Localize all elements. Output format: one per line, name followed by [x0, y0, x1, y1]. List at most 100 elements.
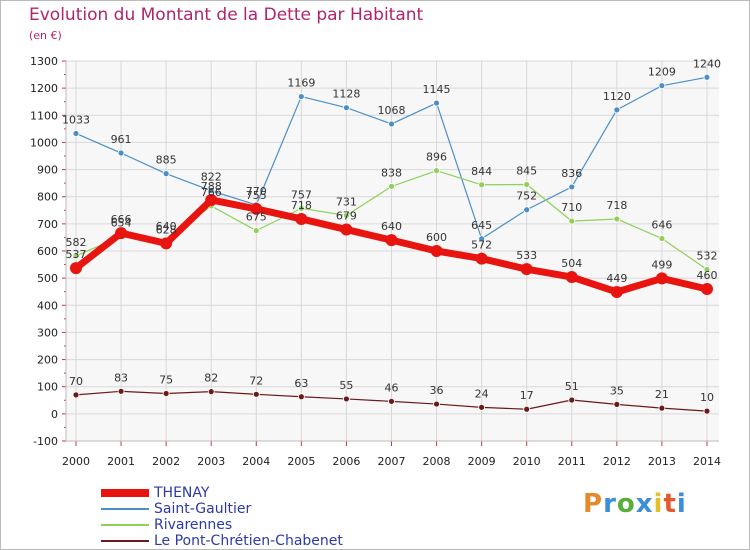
data-label: 21 — [655, 388, 669, 401]
data-label: 63 — [294, 377, 308, 390]
data-point — [252, 390, 260, 398]
data-label: 1120 — [603, 90, 631, 103]
data-point — [297, 393, 305, 401]
data-label: 532 — [696, 249, 717, 262]
data-point — [207, 187, 215, 195]
data-label: 757 — [291, 188, 312, 201]
data-label: 755 — [246, 189, 267, 202]
data-label: 961 — [111, 133, 132, 146]
data-point — [613, 215, 621, 223]
x-tick-label: 2008 — [423, 455, 451, 468]
x-tick-label: 2001 — [107, 455, 135, 468]
y-tick-label: 100 — [37, 381, 58, 394]
data-label: 896 — [426, 151, 447, 164]
legend-swatch — [101, 489, 149, 497]
data-point — [568, 217, 576, 225]
data-label: 17 — [520, 389, 534, 402]
data-label: 1209 — [648, 66, 676, 79]
y-tick-label: 900 — [37, 164, 58, 177]
data-label: 460 — [696, 269, 717, 282]
data-label: 844 — [471, 165, 492, 178]
data-label: 731 — [336, 195, 357, 208]
data-label: 533 — [516, 249, 537, 262]
data-label: 35 — [610, 384, 624, 397]
logo-letter: x — [635, 489, 654, 519]
data-label: 55 — [339, 379, 353, 392]
data-label: 75 — [159, 374, 173, 387]
data-label: 646 — [651, 219, 672, 232]
logo-letter: i — [653, 489, 664, 519]
data-label: 645 — [471, 219, 492, 232]
data-point — [207, 388, 215, 396]
data-point — [72, 130, 80, 137]
data-label: 36 — [430, 384, 444, 397]
data-label: 1128 — [332, 88, 360, 101]
x-tick-label: 2013 — [648, 455, 676, 468]
y-tick-label: 400 — [37, 299, 58, 312]
y-tick-label: 800 — [37, 191, 58, 204]
x-tick-label: 2007 — [377, 455, 405, 468]
logo-letter: t — [663, 489, 677, 519]
data-label: 449 — [606, 272, 627, 285]
data-point — [475, 252, 488, 265]
logo-letter: o — [616, 489, 636, 519]
y-tick-label: 1300 — [30, 55, 58, 68]
data-point — [610, 285, 623, 298]
data-point — [388, 397, 395, 405]
x-tick-label: 2012 — [603, 455, 631, 468]
x-tick-label: 2009 — [468, 455, 496, 468]
data-point — [162, 390, 170, 397]
y-tick-label: 500 — [37, 272, 58, 285]
data-point — [523, 206, 531, 214]
data-point — [115, 227, 128, 240]
x-tick-label: 2011 — [558, 455, 586, 468]
data-point — [568, 396, 576, 404]
page-title: Evolution du Montant de la Dette par Hab… — [29, 5, 424, 25]
data-label: 1068 — [377, 104, 405, 117]
data-label: 770 — [246, 185, 267, 198]
data-label: 72 — [249, 374, 263, 387]
data-point — [658, 404, 666, 412]
proxiti-logo: Proxiti — [583, 489, 687, 519]
data-point — [160, 237, 173, 250]
data-point — [205, 193, 218, 206]
y-tick-label: 1200 — [30, 82, 58, 95]
data-label: 82 — [204, 372, 218, 385]
data-point — [343, 104, 350, 112]
data-point — [72, 391, 80, 399]
legend-swatch — [101, 540, 149, 542]
data-label: 499 — [651, 258, 672, 271]
data-label: 718 — [291, 199, 312, 212]
data-label: 537 — [66, 248, 87, 261]
data-point — [565, 271, 578, 284]
data-label: 710 — [561, 201, 582, 214]
y-tick-label: 200 — [37, 354, 58, 367]
legend-label: Saint-Gaultier — [154, 501, 252, 517]
data-point — [433, 400, 440, 408]
line-chart: -100 0 100 200 300 400 500 600 700 800 900 1000 1100… — [30, 55, 721, 468]
data-label: 766 — [201, 186, 222, 199]
y-tick-label: 0 — [51, 408, 58, 421]
data-label: 654 — [111, 216, 132, 229]
y-tick-label: 600 — [37, 245, 58, 258]
data-label: 640 — [156, 220, 177, 233]
logo-letter: P — [583, 489, 604, 519]
data-label: 51 — [565, 380, 579, 393]
x-tick-label: 2014 — [693, 455, 721, 468]
y-tick-label: 300 — [37, 326, 58, 339]
data-point — [433, 167, 440, 175]
data-point — [295, 212, 308, 225]
data-point — [343, 395, 350, 403]
data-point — [117, 387, 125, 395]
data-point — [433, 99, 440, 107]
data-label: 838 — [381, 166, 402, 179]
x-tick-label: 2000 — [62, 455, 90, 468]
data-label: 1145 — [423, 83, 451, 96]
data-label: 845 — [516, 165, 537, 178]
data-label: 752 — [516, 190, 537, 203]
logo-letter: r — [603, 489, 617, 519]
data-label: 628 — [156, 223, 177, 236]
data-point — [72, 252, 80, 260]
data-point — [117, 149, 125, 157]
